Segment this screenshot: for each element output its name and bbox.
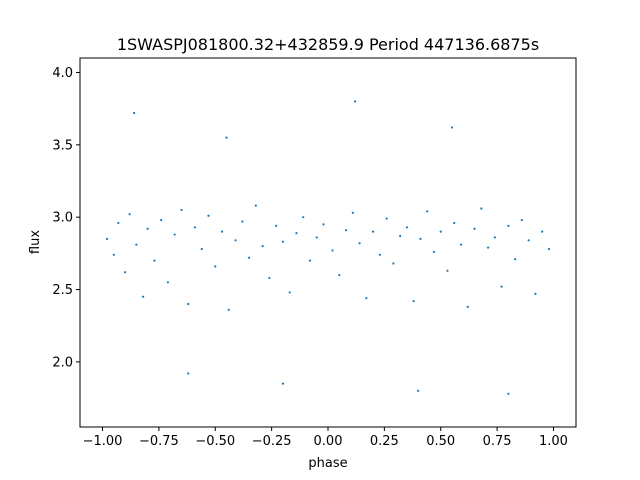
scatter-point (446, 269, 449, 272)
scatter-point (534, 292, 537, 295)
scatter-point (412, 300, 415, 303)
scatter-point (419, 237, 422, 240)
scatter-point (358, 242, 361, 245)
scatter-point (227, 308, 230, 311)
plot-frame (79, 57, 577, 428)
scatter-point (322, 223, 325, 226)
scatter-point (247, 256, 251, 259)
scatter-point (166, 281, 170, 284)
scatter-point (514, 258, 517, 261)
scatter-point (220, 230, 224, 233)
y-tick-label: 3.5 (52, 138, 73, 153)
scatter-point (288, 291, 291, 294)
scatter-point (507, 224, 510, 227)
x-tick-label: −0.75 (139, 434, 179, 449)
x-tick-label: 0.75 (483, 434, 512, 449)
scatter-point (344, 229, 348, 232)
scatter-point (351, 211, 354, 214)
scatter-point (160, 218, 163, 222)
scatter-point (302, 216, 305, 219)
x-tick-label: −1.00 (83, 434, 123, 449)
scatter-point (142, 295, 145, 298)
x-tick-label: 1.00 (539, 434, 568, 449)
scatter-point (547, 247, 551, 251)
scatter-point (365, 297, 368, 300)
scatter-point (173, 233, 176, 236)
scatter-point (480, 207, 483, 210)
y-tick-label: 2.5 (52, 283, 73, 298)
scatter-point (426, 210, 429, 213)
x-tick-label: 0.50 (426, 434, 455, 449)
scatter-point (234, 239, 237, 242)
x-tick-label: −0.50 (195, 434, 235, 449)
scatter-point (123, 271, 127, 274)
scatter-point (187, 372, 190, 375)
scatter-point (507, 392, 510, 395)
scatter-point (214, 265, 217, 268)
scatter-point (315, 236, 318, 239)
scatter-point (135, 243, 138, 246)
y-axis-label: flux (28, 230, 43, 254)
scatter-point (399, 234, 402, 238)
scatter-point (466, 305, 469, 308)
scatter-point (308, 259, 312, 262)
scatter-point (459, 243, 463, 246)
y-tick-label: 3.0 (52, 211, 73, 226)
scatter-point (385, 217, 388, 220)
scatter-point (541, 230, 544, 233)
scatter-point (146, 227, 149, 230)
scatter-point (133, 111, 136, 115)
scatter-point (405, 226, 409, 229)
scatter-point (261, 245, 264, 248)
scatter-point (268, 276, 271, 280)
x-tick-label: 0.00 (314, 434, 343, 449)
scatter-point (105, 237, 109, 240)
y-tick-label: 4.0 (52, 66, 73, 81)
scatter-point (295, 231, 298, 235)
scatter-point (439, 230, 442, 233)
scatter-point (193, 226, 197, 229)
scatter-point (527, 239, 530, 242)
scatter-point (371, 230, 375, 233)
x-axis-label: phase (308, 456, 347, 471)
scatter-point (453, 221, 456, 225)
scatter-point (187, 302, 190, 306)
scatter-point (153, 259, 156, 262)
scatter-point (486, 246, 490, 249)
scatter-point (392, 262, 395, 265)
scatter-point (281, 382, 285, 385)
scatter-point (254, 204, 257, 207)
scatter-point (275, 224, 278, 227)
scatter-point (200, 247, 203, 251)
x-axis: −1.00 −0.75 −0.50 −0.25 0.00 0.25 0.50 0.75 1.00 (83, 427, 568, 449)
scatter-point (417, 389, 420, 392)
scatter-point (500, 285, 503, 288)
x-tick-label: −0.25 (252, 434, 292, 449)
scatter-point (493, 236, 496, 239)
y-tick-label: 2.0 (52, 355, 73, 370)
scatter-point (520, 218, 523, 222)
scatter-points (105, 100, 551, 395)
scatter-point (112, 253, 115, 256)
scatter-point (180, 208, 183, 212)
chart-title: 1SWASPJ081800.32+432859.9 Period 447136.… (117, 35, 539, 54)
scatter-point (338, 273, 341, 277)
scatter-point (241, 220, 244, 223)
scatter-point (128, 213, 131, 216)
scatter-point (281, 240, 285, 243)
y-axis: 2.0 2.5 3.0 3.5 4.0 (52, 66, 80, 370)
scatter-point (225, 136, 228, 139)
scatter-point (117, 221, 120, 225)
scatter-point (331, 249, 334, 252)
scatter-point (473, 227, 476, 230)
scatter-point (432, 250, 436, 254)
x-tick-label: 0.25 (370, 434, 399, 449)
scatter-point (353, 100, 357, 103)
scatter-point (450, 126, 454, 129)
scatter-point (378, 253, 381, 256)
scatter-point (207, 214, 210, 217)
